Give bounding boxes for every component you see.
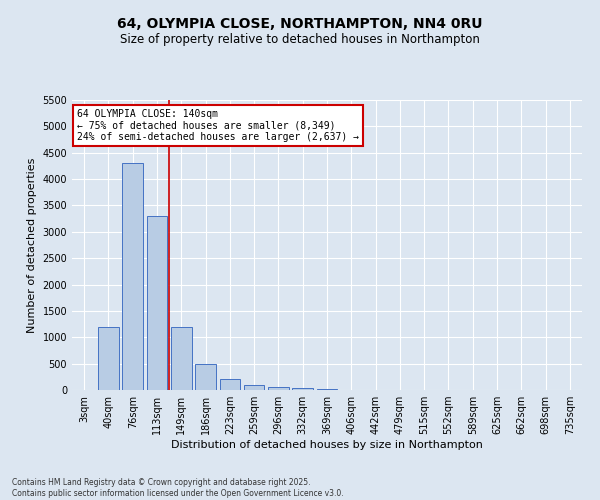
Bar [292, 388, 313, 390]
X-axis label: Distribution of detached houses by size in Northampton: Distribution of detached houses by size … [171, 440, 483, 450]
Bar [98, 326, 119, 390]
Bar [195, 364, 216, 390]
Bar [244, 384, 265, 390]
Bar [220, 380, 240, 390]
Bar [171, 326, 191, 390]
Bar [268, 388, 289, 390]
Text: 64, OLYMPIA CLOSE, NORTHAMPTON, NN4 0RU: 64, OLYMPIA CLOSE, NORTHAMPTON, NN4 0RU [117, 18, 483, 32]
Text: Contains HM Land Registry data © Crown copyright and database right 2025.
Contai: Contains HM Land Registry data © Crown c… [12, 478, 344, 498]
Bar [146, 216, 167, 390]
Text: Size of property relative to detached houses in Northampton: Size of property relative to detached ho… [120, 32, 480, 46]
Text: 64 OLYMPIA CLOSE: 140sqm
← 75% of detached houses are smaller (8,349)
24% of sem: 64 OLYMPIA CLOSE: 140sqm ← 75% of detach… [77, 108, 359, 142]
Y-axis label: Number of detached properties: Number of detached properties [27, 158, 37, 332]
Bar [122, 164, 143, 390]
